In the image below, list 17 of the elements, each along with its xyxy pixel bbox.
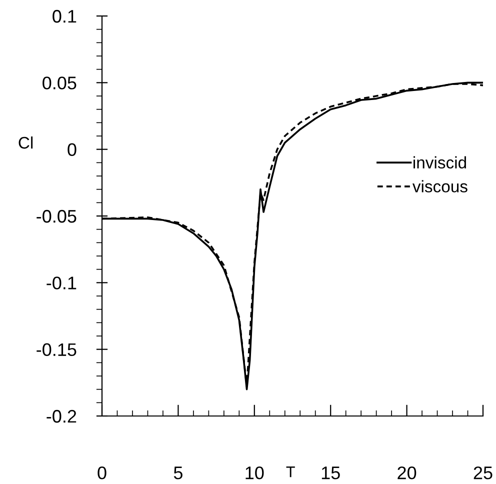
legend-label: inviscid xyxy=(414,156,466,169)
x-tick-label: 10 xyxy=(246,466,264,480)
x-tick-label: 0 xyxy=(98,466,106,480)
legend-label: viscous xyxy=(412,180,468,192)
x-tick-label: 15 xyxy=(322,466,340,480)
y-axis-title: Cl xyxy=(18,136,33,149)
x-tick-label: 25 xyxy=(474,466,492,480)
x-tick-label: 5 xyxy=(174,466,182,480)
y-tick-label: -0.05 xyxy=(36,210,76,223)
x-tick-label: 20 xyxy=(398,466,416,480)
y-tick-label: -0.1 xyxy=(46,276,76,290)
x-axis-title: T xyxy=(286,466,295,478)
y-tick-label: 0.05 xyxy=(42,76,76,90)
y-tick-label: -0.15 xyxy=(36,343,76,356)
y-tick-label: -0.2 xyxy=(46,410,76,423)
y-tick-label: 0 xyxy=(68,143,76,156)
y-tick-label: 0.1 xyxy=(52,10,76,23)
